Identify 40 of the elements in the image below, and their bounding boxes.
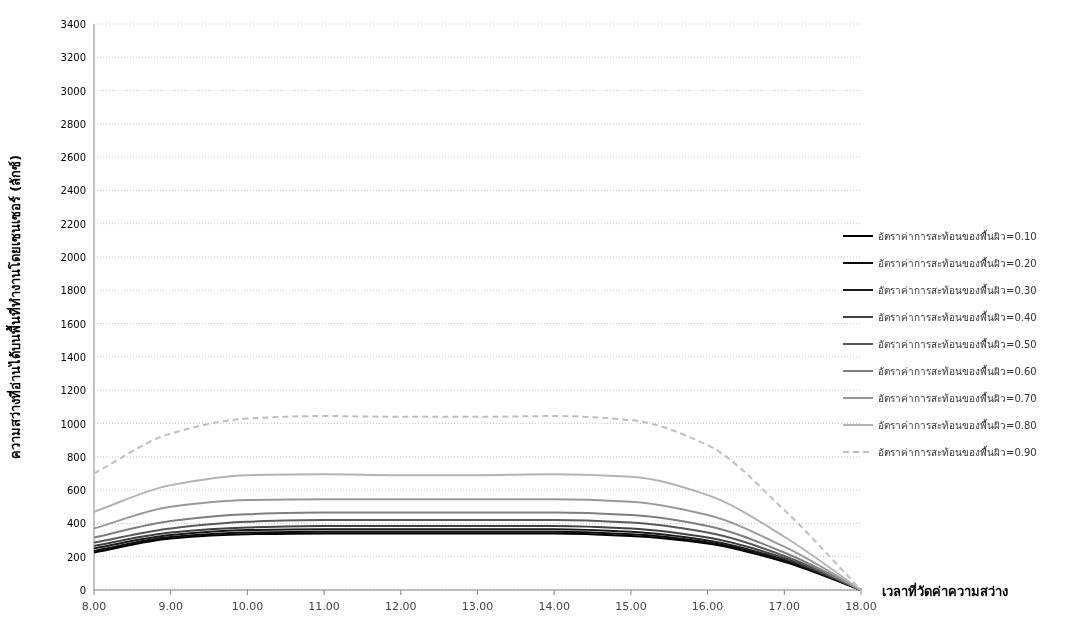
x-tick-label: 12.00 bbox=[385, 600, 417, 613]
y-axis-title: ความสว่างที่อ่านได้บนพื้นที่ทำงานโดยเซนเซอร์ (ลักซ์) bbox=[5, 154, 23, 460]
y-tick-label: 1400 bbox=[60, 351, 86, 363]
legend-label: อัตราค่าการสะท้อนของพื้นผิว=0.90 bbox=[878, 445, 1037, 458]
x-tick-label: 10.00 bbox=[231, 600, 264, 613]
y-tick-label: 3200 bbox=[60, 52, 86, 64]
legend-label: อัตราค่าการสะท้อนของพื้นผิว=0.50 bbox=[878, 337, 1037, 350]
y-tick-label: 200 bbox=[66, 551, 86, 563]
x-tick-label: 15.00 bbox=[615, 600, 647, 613]
x-tick-label: 14.00 bbox=[538, 600, 570, 613]
y-tick-label: 2800 bbox=[60, 118, 86, 130]
y-tick-label: 2000 bbox=[60, 252, 86, 264]
y-tick-label: 1800 bbox=[60, 285, 86, 297]
legend-label: อัตราค่าการสะท้อนของพื้นผิว=0.40 bbox=[878, 310, 1037, 323]
y-tick-label: 2600 bbox=[60, 152, 86, 164]
y-tick-label: 2200 bbox=[60, 218, 86, 230]
legend-label: อัตราค่าการสะท้อนของพื้นผิว=0.70 bbox=[878, 391, 1037, 404]
x-tick-label: 9.00 bbox=[158, 600, 183, 613]
y-tick-label: 800 bbox=[66, 451, 86, 463]
x-tick-label: 13.00 bbox=[461, 600, 494, 613]
legend-label: อัตราค่าการสะท้อนของพื้นผิว=0.30 bbox=[878, 283, 1037, 296]
y-tick-label: 1000 bbox=[60, 418, 86, 430]
x-tick-label: 18.00 bbox=[845, 600, 877, 613]
x-tick-label: 16.00 bbox=[691, 600, 724, 613]
y-tick-label: 3000 bbox=[60, 85, 86, 97]
y-tick-label: 1200 bbox=[60, 385, 86, 397]
x-axis-title: เวลาที่วัดค่าความสว่าง bbox=[882, 582, 1008, 599]
legend-label: อัตราค่าการสะท้อนของพื้นผิว=0.80 bbox=[878, 418, 1037, 431]
y-tick-label: 400 bbox=[66, 518, 86, 530]
x-tick-label: 11.00 bbox=[308, 600, 340, 613]
legend-label: อัตราค่าการสะท้อนของพื้นผิว=0.60 bbox=[878, 364, 1037, 377]
y-tick-label: 1600 bbox=[60, 318, 86, 330]
x-tick-label: 17.00 bbox=[768, 600, 801, 613]
y-tick-label: 2400 bbox=[60, 185, 86, 197]
y-tick-label: 600 bbox=[66, 485, 86, 497]
legend-label: อัตราค่าการสะท้อนของพื้นผิว=0.20 bbox=[878, 256, 1037, 269]
y-tick-label: 3400 bbox=[60, 19, 86, 30]
y-tick-label: 0 bbox=[79, 585, 86, 596]
x-tick-label: 8.00 bbox=[81, 600, 107, 613]
legend-label: อัตราค่าการสะท้อนของพื้นผิว=0.10 bbox=[878, 229, 1037, 242]
